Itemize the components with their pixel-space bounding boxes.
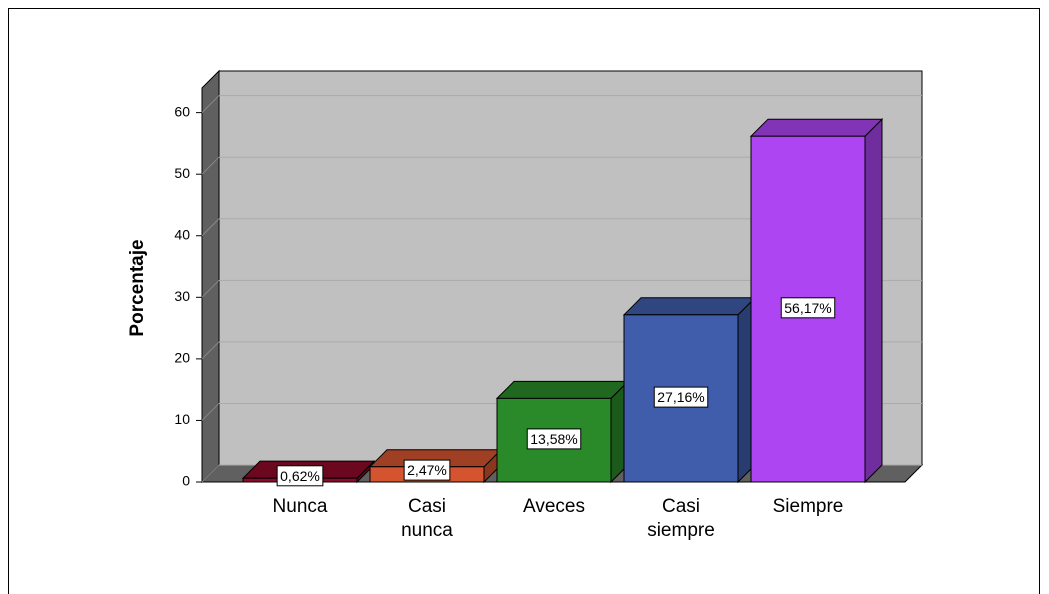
y-tick-label: 50: [174, 165, 190, 181]
grid-line: [201, 464, 220, 483]
data-label-box: [276, 465, 324, 487]
y-tick-label: 40: [174, 226, 190, 242]
x-tick-label-line: Casi: [408, 496, 446, 517]
data-label-box: [653, 386, 709, 408]
x-tick-label-line: Nunca: [273, 496, 328, 517]
y-tick-label: 20: [174, 350, 190, 366]
x-tick-label-line: Siempre: [773, 496, 844, 517]
side-wall: [201, 69, 220, 484]
data-label: 2,47%: [407, 462, 447, 478]
y-tick-label: 10: [174, 411, 190, 427]
data-label: 27,16%: [657, 389, 704, 405]
grid-line: [201, 156, 220, 175]
x-tick-label-line: Casi: [662, 496, 700, 517]
grid-line: [201, 341, 220, 360]
y-tick-label: 0: [182, 473, 190, 489]
y-tick-label: 60: [174, 103, 190, 119]
bar-top: [495, 380, 630, 399]
data-label-box: [403, 459, 451, 481]
x-tick-label-line: siempre: [647, 520, 715, 541]
bar-top: [622, 297, 757, 316]
data-label-box: [780, 297, 836, 319]
x-tick-label: Nunca: [273, 496, 328, 517]
grid-line: [201, 218, 220, 237]
x-tick-label: Aveces: [523, 496, 585, 517]
data-label: 13,58%: [530, 431, 577, 447]
grid-line: [201, 95, 220, 113]
x-tick-label: Casi siempre: [647, 496, 715, 541]
x-tick-label-line: nunca: [401, 520, 453, 541]
data-label-box: [526, 428, 582, 450]
y-axis-label: Porcentaje: [127, 239, 148, 336]
y-tick-label: 30: [174, 288, 190, 304]
data-label: 0,62%: [280, 468, 320, 484]
bar-top: [749, 118, 884, 137]
grid-line: [201, 403, 220, 421]
x-tick-label: Siempre: [773, 496, 844, 517]
grid-line: [201, 279, 220, 298]
data-label: 56,17%: [784, 300, 831, 316]
x-tick-label: Casi nunca: [401, 496, 453, 541]
x-tick-label-line: Aveces: [523, 496, 585, 517]
bar-side: [864, 117, 883, 484]
